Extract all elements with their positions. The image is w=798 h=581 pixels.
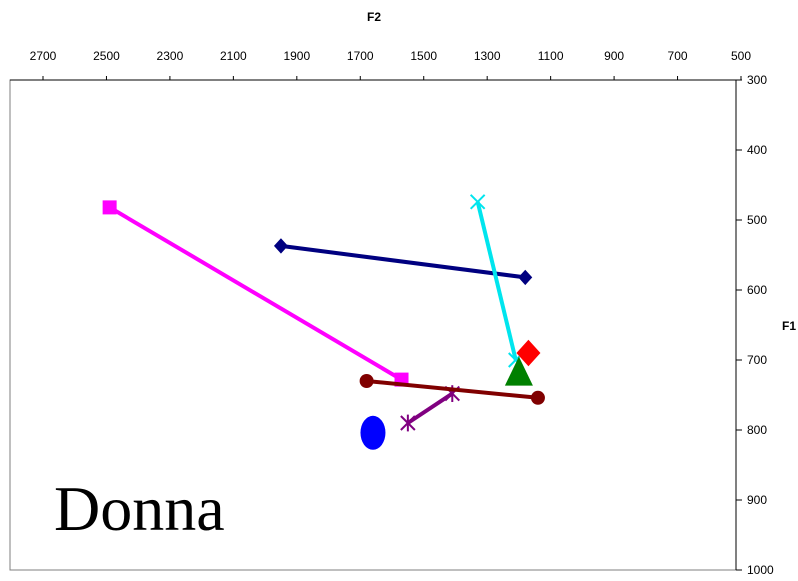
x-tick-label: 2300 <box>157 49 184 63</box>
diamond-marker <box>518 269 533 286</box>
series-line <box>366 379 539 400</box>
data-series <box>360 415 386 450</box>
x-tick-label: 2500 <box>93 49 120 63</box>
plot-area <box>9 79 737 571</box>
circle-marker <box>360 415 386 450</box>
series-line <box>406 391 454 425</box>
y-tick-label: 1000 <box>747 563 774 577</box>
circle-marker <box>359 374 374 388</box>
circle-marker <box>530 390 545 405</box>
data-series <box>359 374 545 405</box>
diamond-marker <box>273 238 288 254</box>
series-layer <box>102 194 545 450</box>
x-tick-label: 900 <box>604 49 624 63</box>
y-tick-label: 900 <box>747 493 767 507</box>
y-tick-label: 700 <box>747 353 767 367</box>
y-tick-label: 800 <box>747 423 767 437</box>
x-tick-label: 500 <box>731 49 751 63</box>
x-tick-label: 2700 <box>30 49 57 63</box>
x-axis: 2700 2500 2300 2100 1900 1700 1500 1300 1100 900 7… <box>10 49 751 81</box>
square-marker <box>102 200 117 215</box>
y-tick-label: 300 <box>747 73 767 87</box>
asterisk-marker <box>400 414 416 432</box>
x-axis-title: F2 <box>367 10 381 24</box>
data-series <box>273 238 533 286</box>
series-line <box>280 243 526 280</box>
y-tick-label: 500 <box>747 213 767 227</box>
data-series <box>516 339 541 367</box>
x-tick-label: 1900 <box>283 49 310 63</box>
y-tick-label: 600 <box>747 283 767 297</box>
x-tick-label: 1500 <box>410 49 437 63</box>
x-tick-label: 700 <box>668 49 688 63</box>
triangle-marker <box>504 356 533 386</box>
data-series <box>504 356 533 386</box>
x-tick-label: 1300 <box>474 49 501 63</box>
series-line <box>475 201 518 361</box>
diamond-marker <box>516 339 541 367</box>
y-axis: 300 400 500 600 700 800 900 1000 <box>735 73 774 577</box>
y-axis-title: F1 <box>782 319 796 333</box>
x-tick-label: 1700 <box>347 49 374 63</box>
x-marker <box>469 194 486 210</box>
x-tick-label: 2100 <box>220 49 247 63</box>
y-tick-label: 400 <box>747 143 767 157</box>
x-tick-label: 1100 <box>538 49 564 63</box>
series-line <box>108 205 403 382</box>
speaker-label: Donna <box>54 473 225 544</box>
